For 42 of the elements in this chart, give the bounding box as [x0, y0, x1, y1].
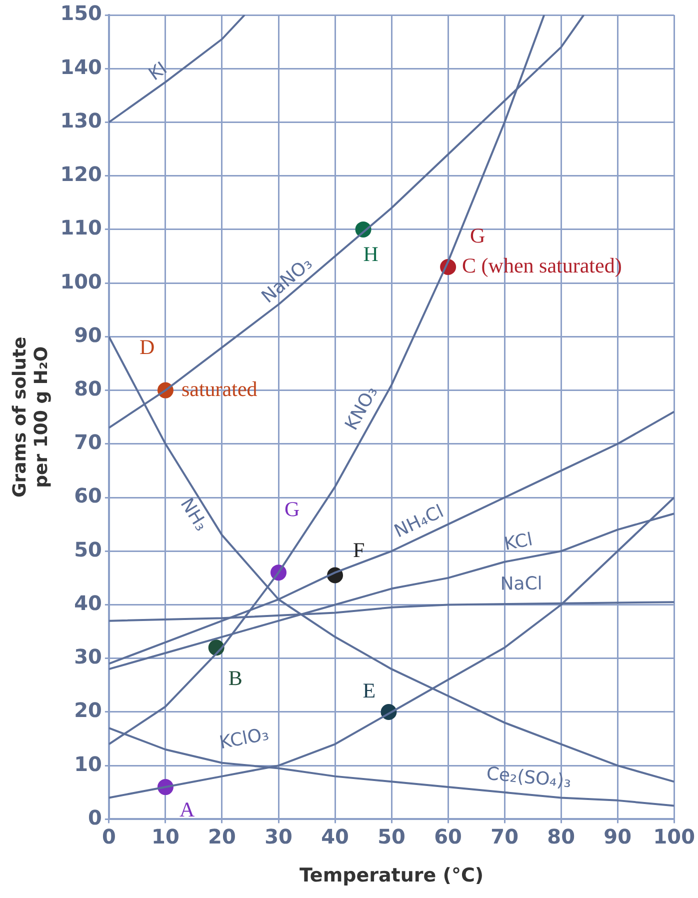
x-axis-title: Temperature (°C)	[299, 864, 484, 887]
y-tick-label: 80	[74, 376, 102, 400]
x-tick-label: 100	[653, 824, 695, 848]
x-tick-label: 60	[434, 824, 462, 848]
y-tick-label: 110	[60, 216, 102, 240]
annotation: G	[284, 497, 300, 522]
y-tick-label: 140	[60, 54, 102, 79]
annotation: F	[353, 538, 365, 562]
x-tick-label: 90	[604, 824, 632, 848]
annotation: D	[139, 334, 155, 359]
y-tick-label: 130	[60, 108, 102, 132]
y-tick-label: 50	[74, 537, 102, 562]
y-tick-label: 10	[74, 752, 102, 776]
text: KCl	[502, 529, 534, 556]
x-tick-label: 10	[152, 824, 180, 848]
annotation: C (when saturated)	[462, 254, 622, 278]
annotation: saturated	[181, 376, 258, 401]
y-tick-label: 60	[74, 484, 102, 508]
x-tick-label: 70	[490, 824, 518, 848]
y-tick-label: 120	[60, 162, 102, 186]
y-tick-label: 150	[60, 1, 102, 26]
x-tick-label: 20	[208, 824, 236, 848]
y-tick-label: 40	[74, 590, 102, 615]
y-tick-label: 20	[74, 698, 102, 722]
x-tick-label: 50	[378, 824, 406, 848]
y-tick-label: 0	[88, 805, 102, 830]
y-tick-label: 70	[74, 430, 102, 454]
text: KClO₃	[218, 724, 271, 754]
x-tick-label: 80	[547, 824, 576, 848]
y-axis-title: Grams of solute per 100 g H₂O	[9, 336, 52, 498]
text: Ce₂(SO₄)₃	[486, 763, 572, 792]
text: KI	[144, 58, 172, 86]
x-tick-label: 40	[321, 824, 349, 848]
y-tick-label: 100	[60, 269, 102, 294]
annotation: B	[228, 666, 242, 690]
annotation: G	[470, 224, 486, 248]
x-tick-label: 30	[264, 824, 292, 848]
y-tick-label: 30	[74, 644, 102, 669]
y-tick-label: 90	[74, 322, 102, 347]
annotation: A	[179, 798, 196, 822]
annotation: H	[363, 242, 378, 266]
annotation: E	[362, 678, 376, 702]
